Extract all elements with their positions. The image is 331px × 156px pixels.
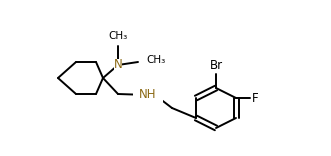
Text: NH: NH — [139, 88, 157, 102]
Text: Br: Br — [210, 59, 222, 72]
Text: N: N — [114, 58, 122, 71]
Text: CH₃: CH₃ — [146, 55, 165, 65]
Text: F: F — [252, 92, 259, 105]
Text: CH₃: CH₃ — [108, 31, 128, 41]
